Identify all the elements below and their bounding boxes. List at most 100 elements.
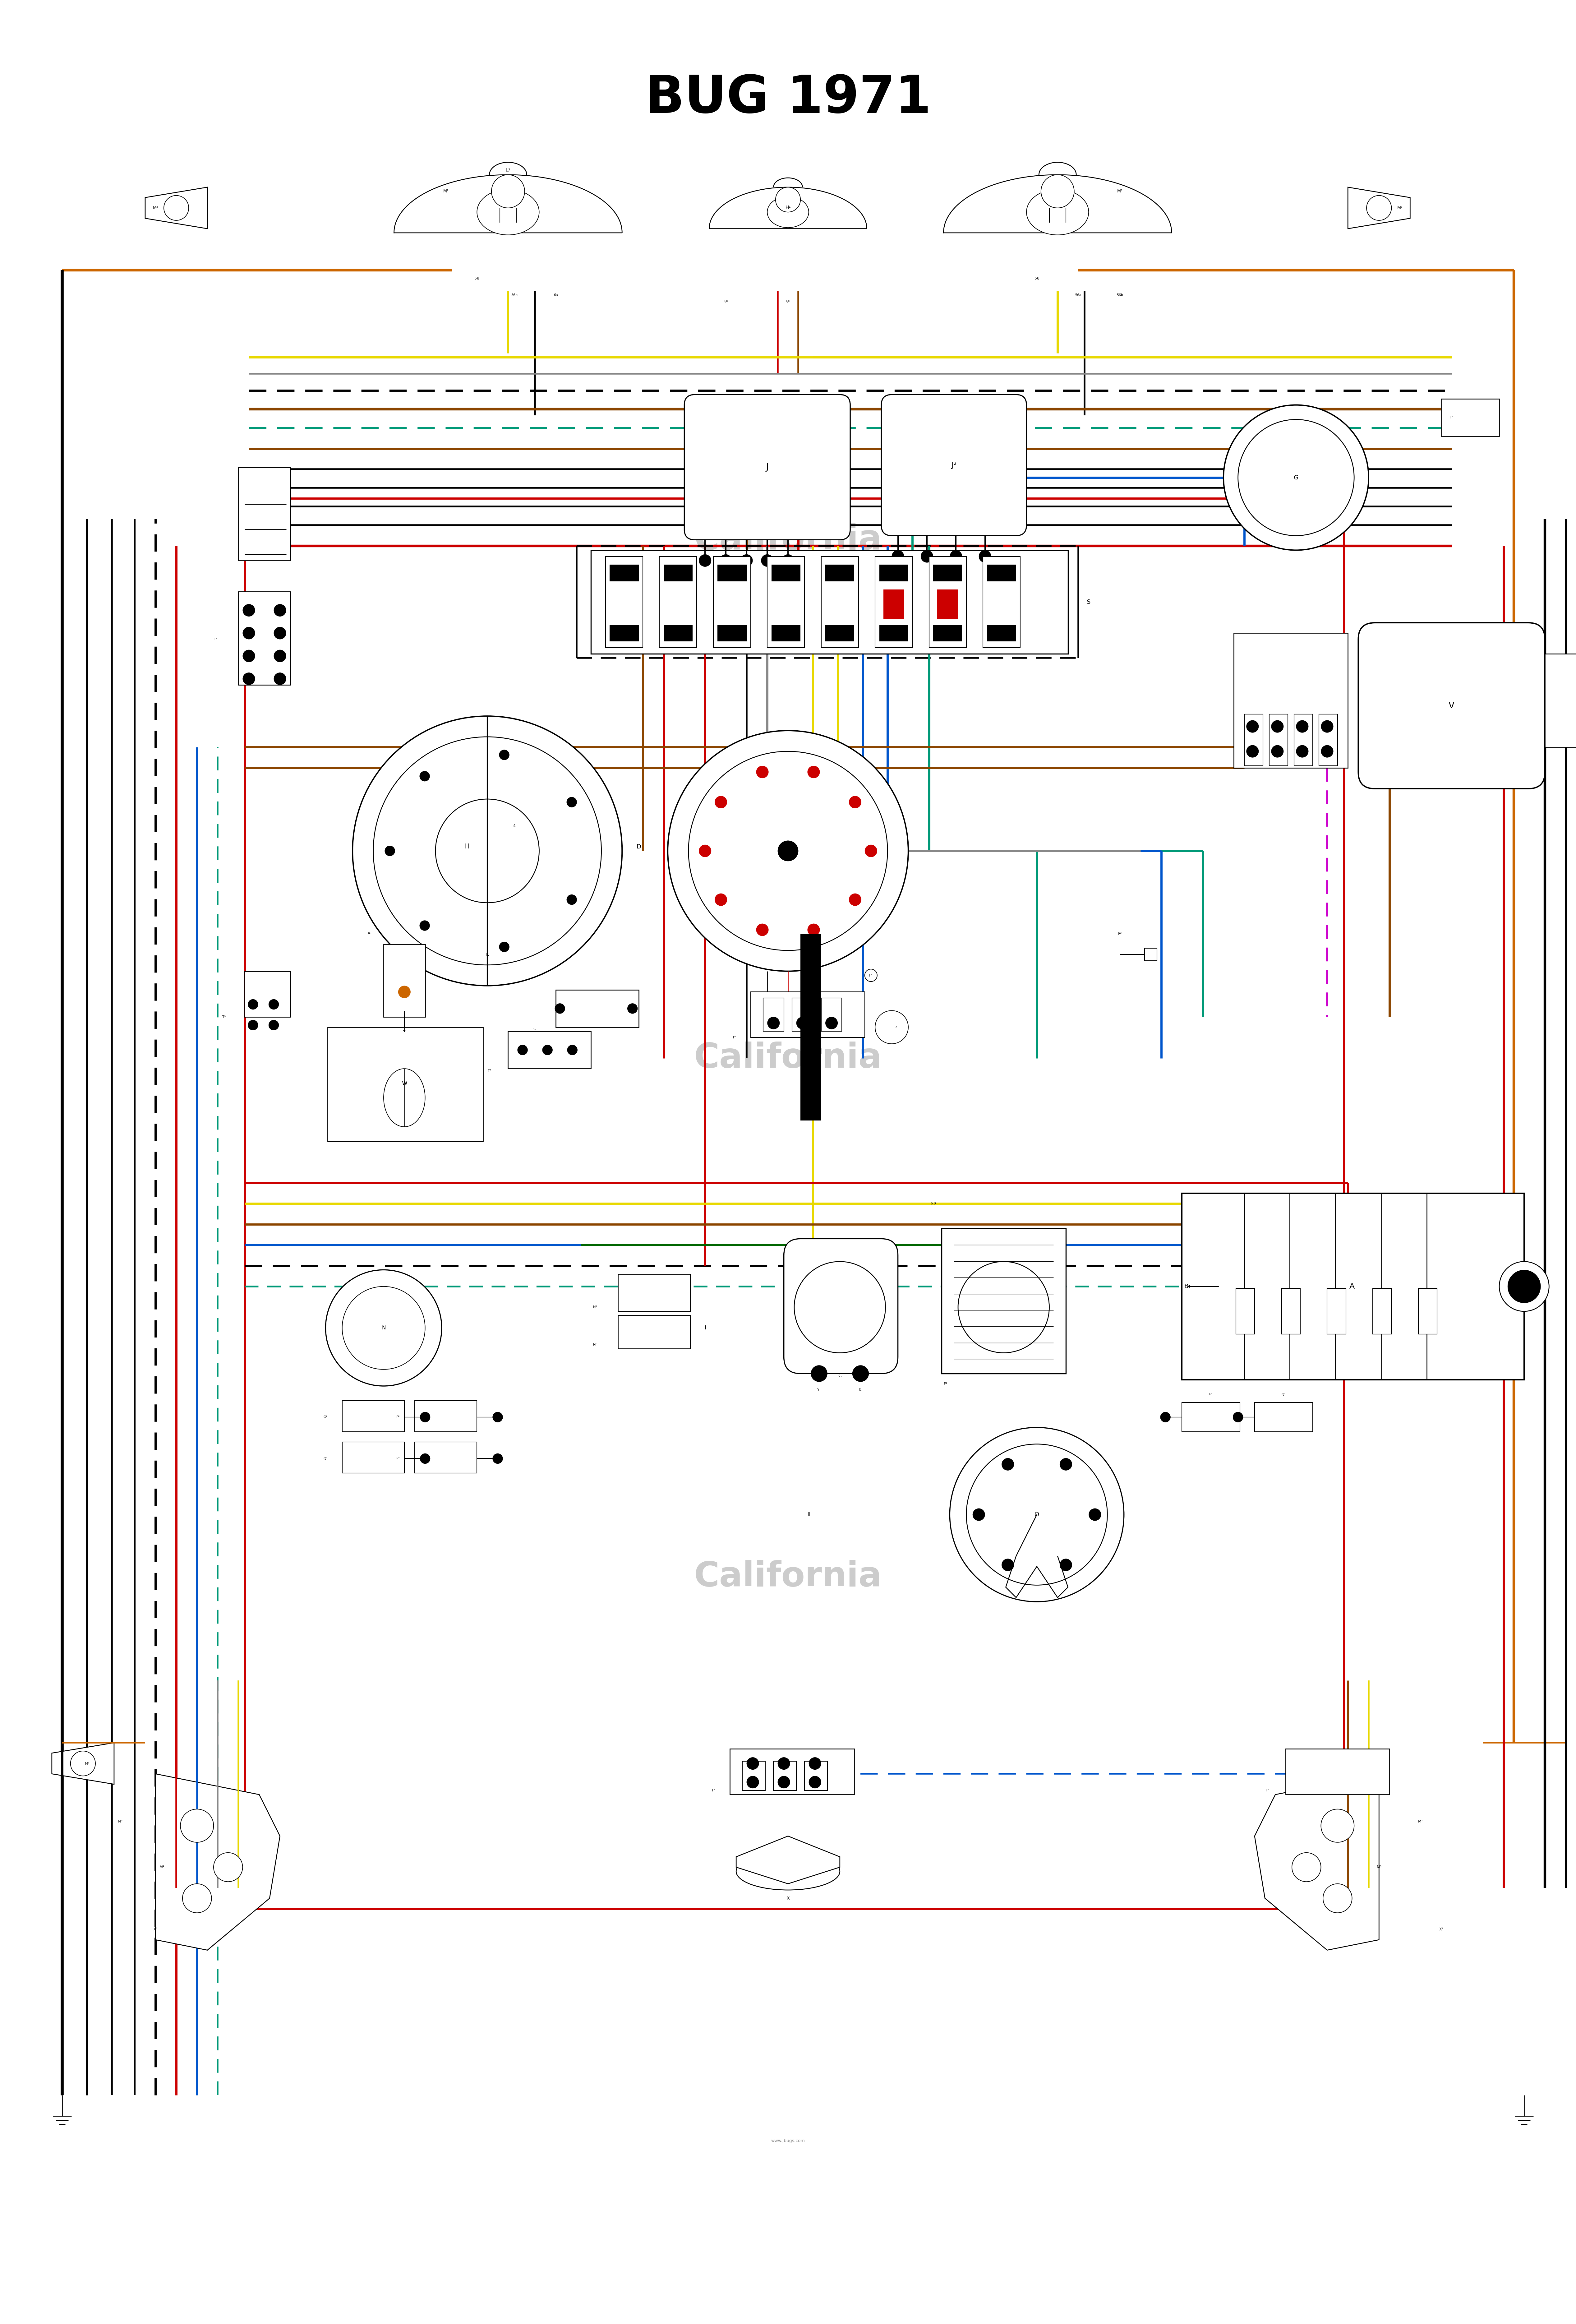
Text: M³: M³ — [1117, 188, 1122, 193]
Bar — [507, 1032, 591, 1069]
Text: M²: M² — [1418, 1820, 1423, 1824]
Bar — [717, 565, 747, 581]
Circle shape — [214, 1852, 243, 1882]
Bar — [941, 1229, 1065, 1373]
Bar — [730, 1750, 854, 1794]
Circle shape — [1321, 720, 1333, 732]
Text: T²: T² — [712, 1789, 716, 1792]
Polygon shape — [394, 174, 623, 232]
Text: 56b: 56b — [1116, 293, 1124, 297]
Text: S¹: S¹ — [533, 1027, 537, 1032]
Circle shape — [566, 895, 577, 904]
Circle shape — [826, 1018, 838, 1030]
Bar — [879, 625, 908, 641]
Text: 56b: 56b — [511, 293, 517, 297]
Circle shape — [875, 1011, 908, 1043]
Text: 56a: 56a — [1075, 293, 1081, 297]
Bar — [983, 555, 1020, 648]
Text: 1,0: 1,0 — [785, 300, 791, 302]
Circle shape — [777, 1776, 790, 1789]
Bar — [238, 467, 290, 560]
Circle shape — [180, 1808, 214, 1843]
Polygon shape — [709, 188, 867, 228]
Circle shape — [268, 1020, 279, 1030]
Text: California: California — [693, 1559, 883, 1594]
Text: M⁵: M⁵ — [85, 1762, 90, 1766]
Circle shape — [1499, 1262, 1549, 1311]
Circle shape — [1059, 1457, 1072, 1471]
Circle shape — [492, 174, 525, 207]
Circle shape — [720, 555, 731, 567]
Text: X: X — [786, 1896, 790, 1901]
Bar — [663, 625, 692, 641]
Text: T³: T³ — [1266, 1789, 1269, 1792]
Circle shape — [1002, 1559, 1013, 1571]
Circle shape — [1508, 1269, 1541, 1304]
Bar — [1243, 713, 1262, 767]
Bar — [805, 1762, 827, 1789]
Bar — [1269, 713, 1288, 767]
Bar — [1544, 653, 1576, 748]
Circle shape — [668, 730, 908, 971]
Bar — [1294, 713, 1313, 767]
Bar — [826, 625, 854, 641]
Text: I: I — [807, 1511, 810, 1518]
Text: 4: 4 — [514, 825, 515, 827]
Text: G: G — [1294, 474, 1299, 481]
Bar — [821, 555, 859, 648]
Circle shape — [950, 551, 963, 562]
Bar — [659, 555, 697, 648]
Polygon shape — [52, 1743, 113, 1785]
Circle shape — [1321, 746, 1333, 758]
Circle shape — [777, 1757, 790, 1769]
Bar — [750, 992, 865, 1037]
Text: www.jbugs.com: www.jbugs.com — [771, 2138, 805, 2143]
Circle shape — [542, 1046, 553, 1055]
Polygon shape — [1254, 1773, 1379, 1950]
Bar — [618, 1315, 690, 1348]
Text: Q¹: Q¹ — [1281, 1392, 1286, 1397]
Circle shape — [1272, 746, 1283, 758]
Ellipse shape — [1026, 188, 1089, 235]
Bar — [768, 555, 805, 648]
Circle shape — [775, 188, 801, 211]
Bar — [771, 565, 801, 581]
Circle shape — [492, 1413, 503, 1422]
Ellipse shape — [383, 1069, 426, 1127]
Bar — [928, 555, 966, 648]
Circle shape — [1322, 1885, 1352, 1913]
Bar — [763, 997, 783, 1032]
Circle shape — [274, 651, 287, 662]
Circle shape — [768, 1018, 780, 1030]
Circle shape — [517, 1046, 528, 1055]
Bar — [717, 625, 747, 641]
Circle shape — [1295, 720, 1308, 732]
Bar — [821, 997, 842, 1032]
Bar — [987, 625, 1017, 641]
Circle shape — [419, 772, 430, 781]
Circle shape — [698, 555, 711, 567]
Text: M¹: M¹ — [443, 188, 449, 193]
Text: S: S — [1087, 600, 1091, 604]
Text: 1,0: 1,0 — [723, 300, 728, 302]
Text: Q²: Q² — [323, 1415, 328, 1418]
Polygon shape — [1347, 188, 1411, 228]
Bar — [742, 1762, 766, 1789]
Circle shape — [1160, 1413, 1171, 1422]
Text: R: R — [485, 953, 489, 957]
Circle shape — [1321, 1808, 1354, 1843]
Circle shape — [972, 1508, 985, 1520]
Bar — [1254, 1404, 1313, 1432]
Circle shape — [966, 1443, 1108, 1585]
Text: C: C — [838, 1373, 842, 1378]
Circle shape — [958, 1262, 1050, 1353]
Polygon shape — [156, 1773, 281, 1950]
Circle shape — [500, 941, 509, 953]
Text: O: O — [1034, 1511, 1039, 1518]
Bar — [1234, 632, 1347, 767]
Circle shape — [807, 923, 820, 937]
Bar — [933, 625, 963, 641]
Bar — [663, 565, 692, 581]
Text: Q³: Q³ — [323, 1457, 328, 1459]
Text: D-: D- — [859, 1390, 862, 1392]
